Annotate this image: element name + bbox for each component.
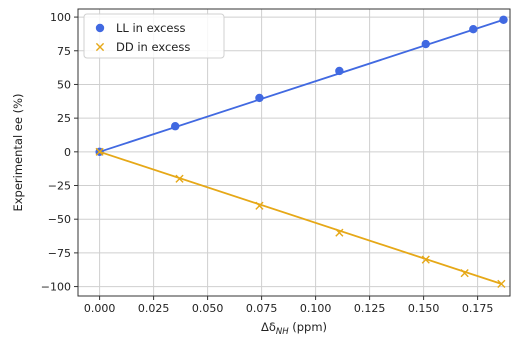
legend-marker	[95, 42, 105, 52]
series-line	[99, 150, 502, 285]
x-tick-label: 0.025	[138, 302, 170, 315]
y-tick-label: 100	[50, 11, 71, 24]
data-point	[335, 66, 344, 76]
axis-ticks: 0.000 0.025 0.050 0.075 0.100 0.125 0.150 0.175…	[41, 11, 494, 315]
data-point	[499, 15, 508, 24]
x-tick-label: 0.075	[246, 302, 278, 315]
data-point	[421, 39, 430, 49]
x-tick-label: 0.100	[300, 302, 332, 315]
x-axis-label-main: Δδ	[261, 320, 276, 334]
x-axis-label-unit: (ppm)	[289, 320, 327, 334]
x-axis-label-subscript: NH	[276, 327, 289, 337]
y-tick-label: −75	[48, 247, 71, 260]
plot-series	[95, 15, 508, 288]
data-point	[469, 25, 478, 34]
y-tick-label: −25	[48, 180, 71, 193]
series-dd-in-excess	[95, 147, 506, 288]
data-point	[171, 122, 180, 131]
legend-label: DD in excess	[116, 40, 190, 54]
plot-frame	[77, 8, 511, 297]
data-point	[421, 255, 430, 264]
y-axis-label: Experimental ee (%)	[11, 93, 25, 211]
x-tick-label: 0.000	[84, 302, 116, 315]
x-tick-label: 0.175	[462, 302, 494, 315]
data-point	[255, 201, 264, 210]
y-tick-label: 50	[57, 78, 71, 91]
grid	[78, 9, 510, 296]
legend: LL in excess DD in excess	[83, 13, 225, 59]
data-point	[335, 228, 344, 237]
x-tick-label: 0.150	[408, 302, 440, 315]
data-point	[497, 279, 506, 288]
y-tick-label: −100	[41, 281, 71, 294]
data-point	[95, 147, 104, 156]
x-tick-label: 0.125	[354, 302, 386, 315]
series-line	[99, 18, 504, 153]
legend-label: LL in excess	[116, 21, 185, 35]
y-tick-label: 25	[57, 112, 71, 125]
x-tick-label: 0.050	[192, 302, 224, 315]
y-tick-label: −50	[48, 213, 71, 226]
data-point	[175, 174, 184, 183]
x-axis-label: ΔδNH (ppm)	[261, 320, 327, 337]
legend-marker	[95, 23, 105, 33]
data-point	[460, 268, 469, 278]
y-tick-label: 75	[57, 45, 71, 58]
y-tick-label: 0	[64, 146, 71, 159]
legend-box	[83, 13, 225, 59]
data-point	[255, 93, 264, 103]
